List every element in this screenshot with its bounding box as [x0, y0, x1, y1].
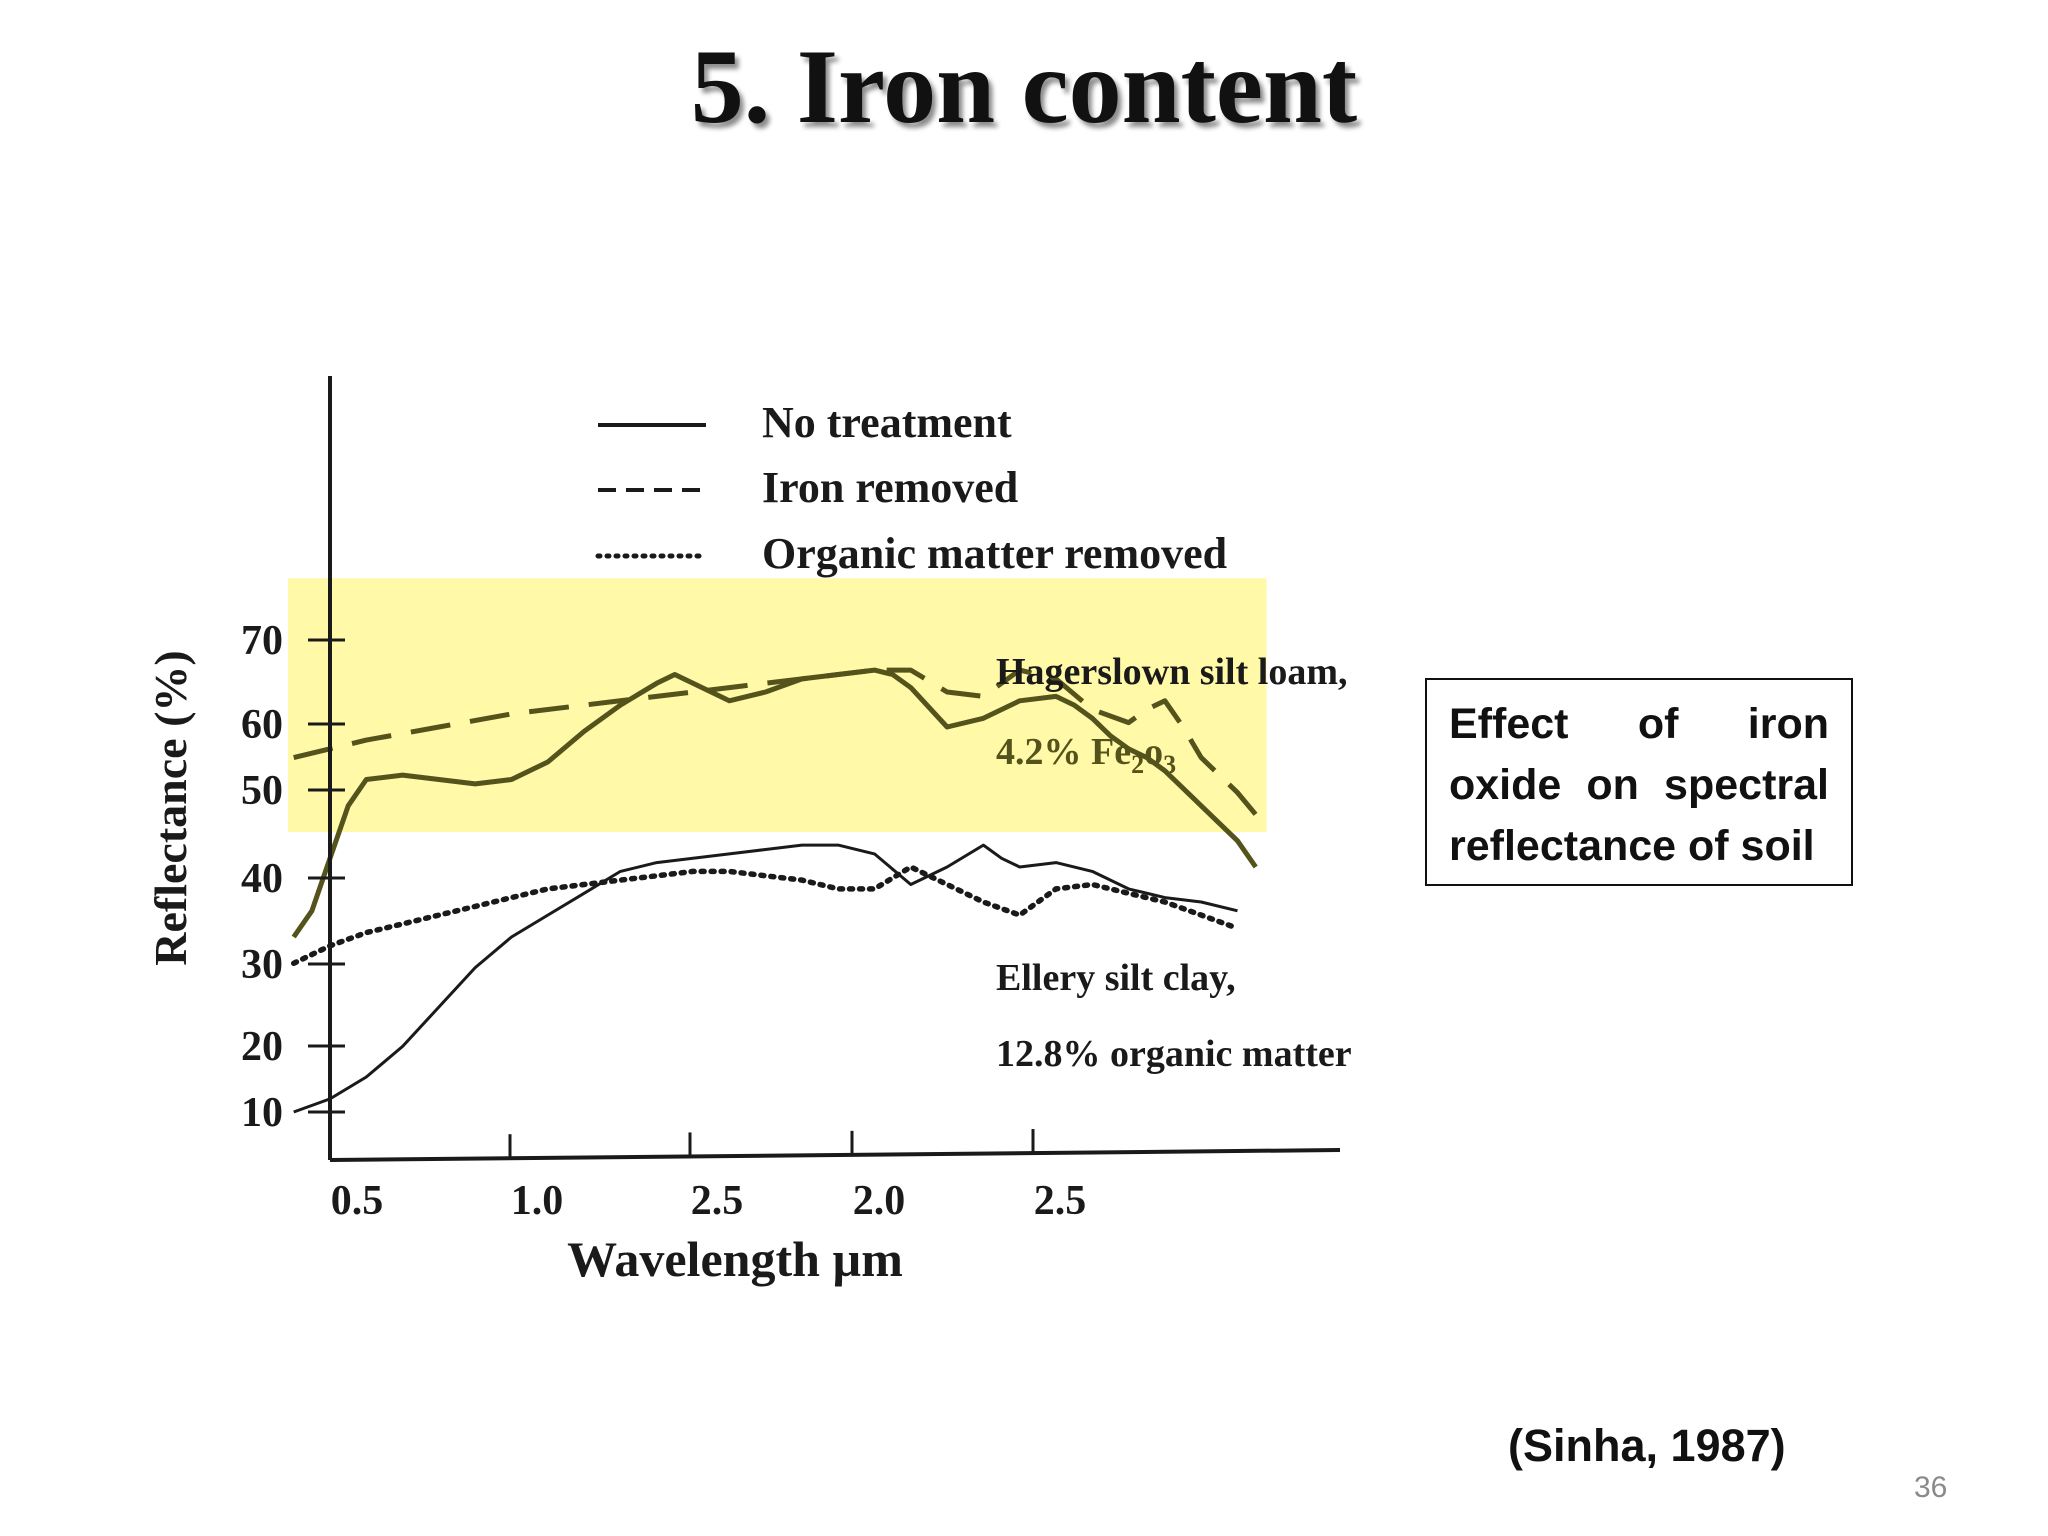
legend: No treatment Iron removed Organic matter r…: [595, 398, 1227, 578]
annotation-ellery: Ellery silt clay,: [996, 957, 1236, 999]
annotation-hagerstown: Hagerslown silt loam,: [996, 651, 1347, 693]
series-line-1: [291, 667, 1258, 939]
x-tick-label: 2.5: [691, 1178, 744, 1224]
axes-layer: 10 20 30 40 50 60 70 0.5 1.0 2.5 2.0 2.5 Wavelength …: [145, 376, 1341, 1287]
slide-title: 5. Iron content: [690, 28, 1358, 145]
curves-layer: [290, 667, 1258, 1114]
legend-label: No treatment: [762, 398, 1012, 447]
y-tick-label: 70: [241, 618, 283, 664]
x-tick-label: 1.0: [511, 1178, 564, 1224]
x-axis-line: [329, 1148, 1341, 1162]
x-axis-label: Wavelength µm: [567, 1231, 903, 1287]
y-tick-label: 30: [241, 942, 283, 988]
caption-text: Effect of iron oxide on spectral reflect…: [1449, 700, 1829, 870]
legend-label: Organic matter removed: [762, 529, 1227, 578]
citation: (Sinha, 1987): [1508, 1420, 1786, 1471]
y-tick-label: 40: [241, 856, 283, 902]
y-tick-label: 50: [241, 768, 283, 814]
page-number: 36: [1914, 1471, 1948, 1504]
caption-box: Effect of iron oxide on spectral reflect…: [1425, 678, 1853, 886]
highlight-band: [288, 578, 1267, 832]
y-tick-label: 60: [241, 702, 283, 748]
y-tick-label: 20: [241, 1024, 283, 1070]
x-tick-label: 2.0: [853, 1178, 906, 1224]
x-tick-label: 0.5: [331, 1178, 384, 1224]
legend-label: Iron removed: [762, 463, 1018, 512]
annotations: Hagerslown silt loam, 4.2% Fe2o3 Ellery si…: [996, 651, 1352, 1075]
annotation-iron-content: 4.2% Fe2o3: [996, 731, 1176, 779]
series-line-2: [293, 667, 1258, 817]
annotation-organic-matter: 12.8% organic matter: [996, 1033, 1352, 1075]
y-tick-label: 10: [241, 1090, 283, 1136]
x-tick-label: 2.5: [1034, 1178, 1087, 1224]
series-line-3: [293, 843, 1238, 1114]
y-axis-label: Reflectance (%): [145, 650, 196, 965]
series-line-4: [290, 864, 1241, 967]
